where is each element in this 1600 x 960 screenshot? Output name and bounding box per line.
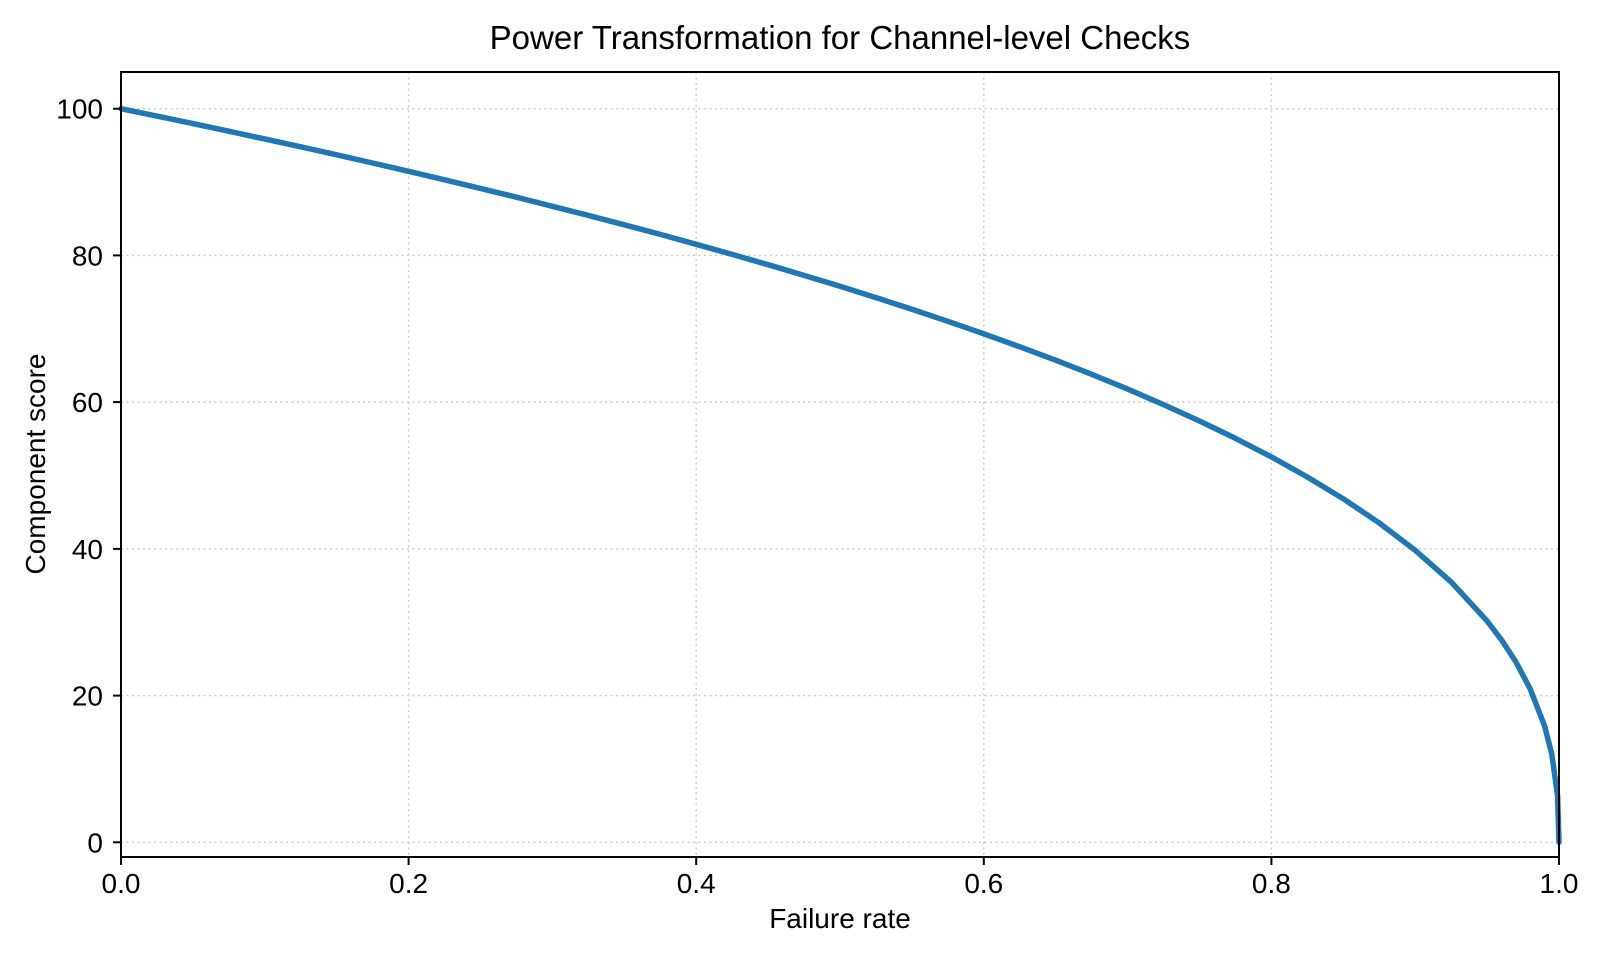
chart-title: Power Transformation for Channel-level C… [490, 19, 1191, 56]
gridlines [120, 72, 1560, 857]
axes-group [113, 71, 1560, 865]
tick-labels-group: 0.0 0.2 0.4 0.6 0.8 1.0 0 20 40 60 80 100 [56, 94, 1578, 899]
x-tick-label: 0.0 [102, 868, 141, 899]
x-tick-label: 0.4 [677, 868, 716, 899]
y-axis-label: Component score [20, 353, 51, 574]
series-line [118, 105, 1562, 846]
y-tick-label: 0 [87, 827, 103, 858]
y-tick-label: 80 [72, 240, 103, 271]
x-tick-label: 0.8 [1252, 868, 1291, 899]
x-tick-label: 0.2 [389, 868, 428, 899]
y-tick-label: 20 [72, 681, 103, 712]
x-tick-label: 1.0 [1540, 868, 1579, 899]
y-tick-label: 100 [56, 94, 103, 125]
x-axis-label: Failure rate [769, 903, 911, 934]
y-tick-label: 60 [72, 387, 103, 418]
x-tick-label: 0.6 [964, 868, 1003, 899]
plot-spines [120, 71, 1560, 858]
series-group [118, 105, 1562, 846]
y-tick-label: 40 [72, 534, 103, 565]
